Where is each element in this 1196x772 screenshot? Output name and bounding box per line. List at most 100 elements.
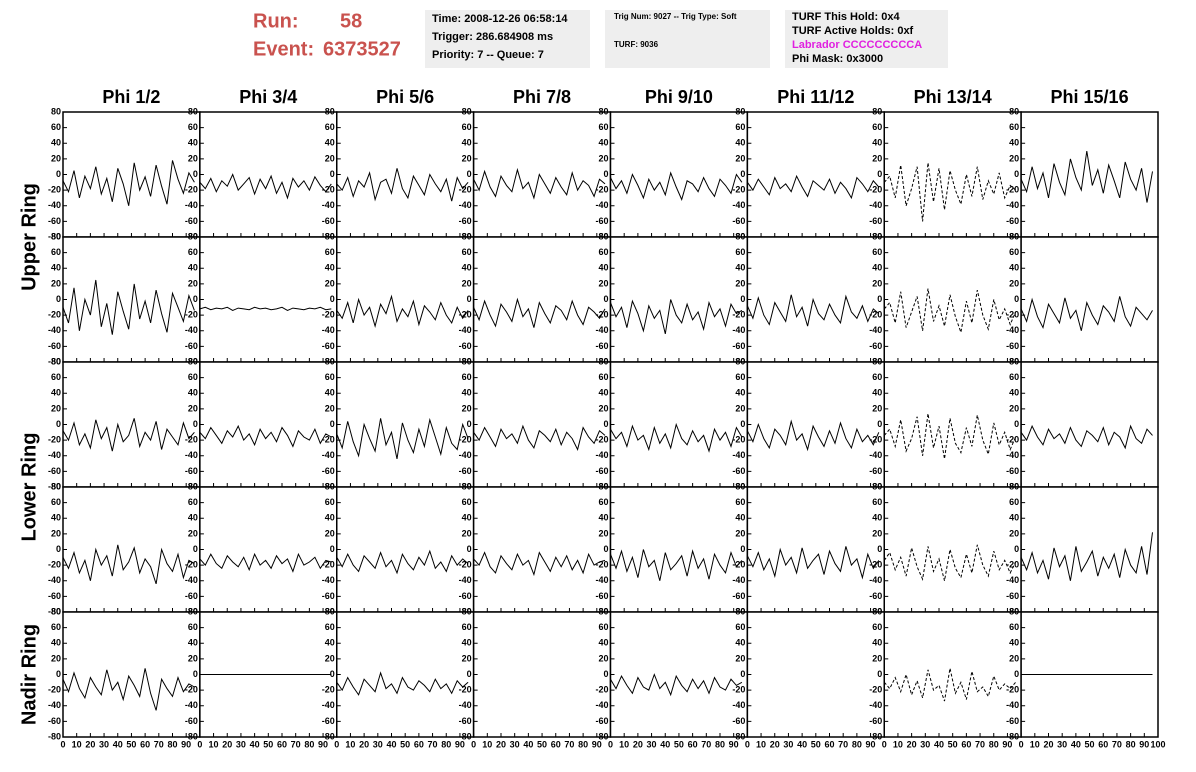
y-tick-label: -40 <box>869 200 882 210</box>
x-tick-label: 30 <box>99 739 109 749</box>
y-tick-label: -60 <box>48 216 61 226</box>
x-tick-label: 10 <box>893 739 903 749</box>
y-tick-label: -20 <box>595 310 608 320</box>
waveform <box>473 424 606 451</box>
y-tick-label: 20 <box>325 153 335 163</box>
panel-frame <box>336 361 475 488</box>
y-tick-label: 20 <box>188 278 198 288</box>
y-tick-label: 40 <box>188 513 198 523</box>
y-tick-label: 60 <box>188 497 198 507</box>
y-tick-label: 20 <box>325 403 335 413</box>
panel-frame <box>609 236 749 363</box>
x-tick-label: 50 <box>400 739 410 749</box>
panel-frame <box>472 486 612 613</box>
y-tick-label: -20 <box>48 685 61 695</box>
y-tick-label: 80 <box>735 481 745 491</box>
x-tick-label: 10 <box>482 739 492 749</box>
y-tick-label: -60 <box>869 716 882 726</box>
panel-frame <box>1020 111 1159 238</box>
y-tick-label: -80 <box>185 731 198 741</box>
y-tick-label: 80 <box>325 356 335 366</box>
y-tick-label: -60 <box>732 716 745 726</box>
y-tick-label: -20 <box>185 560 198 570</box>
x-tick-label: 90 <box>455 739 465 749</box>
waveform <box>62 279 195 335</box>
run-label: Run: <box>253 10 299 32</box>
y-tick-label: 60 <box>462 497 472 507</box>
y-tick-label: -20 <box>48 310 61 320</box>
y-tick-label: -20 <box>185 685 198 695</box>
x-tick-label: 70 <box>154 739 164 749</box>
x-tick-label: 60 <box>688 739 698 749</box>
y-tick-label: -40 <box>185 325 198 335</box>
x-tick-label: 20 <box>1043 739 1053 749</box>
y-tick-label: -40 <box>869 450 882 460</box>
y-tick-label: 60 <box>598 622 608 632</box>
column-title: Phi 15/16 <box>1051 87 1129 107</box>
waveform <box>746 174 880 200</box>
y-tick-label: 60 <box>188 122 198 132</box>
y-tick-label: 0 <box>1014 544 1019 554</box>
x-tick-label: 30 <box>236 739 246 749</box>
y-tick-label: 40 <box>735 263 745 273</box>
y-tick-label: -60 <box>48 466 61 476</box>
y-tick-label: 0 <box>740 419 745 429</box>
y-tick-label: -40 <box>185 200 198 210</box>
y-tick-label: 60 <box>325 372 335 382</box>
y-tick-label: 60 <box>735 372 745 382</box>
y-tick-label: -60 <box>595 341 608 351</box>
y-tick-label: 80 <box>325 106 335 116</box>
y-tick-label: 40 <box>872 138 882 148</box>
y-tick-label: -60 <box>869 341 882 351</box>
y-tick-label: 60 <box>462 622 472 632</box>
x-tick-label: 0 <box>882 739 887 749</box>
x-tick-label: 40 <box>934 739 944 749</box>
row-label: Nadir Ring <box>18 624 40 725</box>
waveform <box>610 422 743 453</box>
column-title: Phi 5/6 <box>376 87 434 107</box>
x-tick-label: 90 <box>866 739 876 749</box>
y-tick-label: -20 <box>732 560 745 570</box>
y-tick-label: -80 <box>595 731 608 741</box>
x-tick-label: 50 <box>948 739 958 749</box>
x-tick-label: 90 <box>729 739 739 749</box>
y-tick-label: 0 <box>56 544 61 554</box>
y-tick-label: 0 <box>467 169 472 179</box>
y-tick-label: -40 <box>48 700 61 710</box>
y-tick-label: 40 <box>188 388 198 398</box>
y-tick-label: 20 <box>462 153 472 163</box>
y-tick-label: -40 <box>1006 200 1019 210</box>
y-tick-label: -20 <box>869 185 882 195</box>
y-tick-label: -20 <box>732 685 745 695</box>
y-tick-label: 80 <box>51 481 61 491</box>
waveform <box>610 171 743 201</box>
y-tick-label: 0 <box>877 169 882 179</box>
x-tick-label: 30 <box>373 739 383 749</box>
y-tick-label: 40 <box>462 638 472 648</box>
x-tick-label: 30 <box>920 739 930 749</box>
y-tick-label: 20 <box>735 528 745 538</box>
y-tick-label: 20 <box>1009 403 1019 413</box>
x-tick-label: 90 <box>181 739 191 749</box>
y-tick-label: 40 <box>462 388 472 398</box>
y-tick-label: 20 <box>188 528 198 538</box>
y-tick-label: -20 <box>322 185 335 195</box>
y-tick-label: 40 <box>1009 638 1019 648</box>
x-tick-label: 30 <box>510 739 520 749</box>
y-tick-label: 40 <box>735 638 745 648</box>
y-tick-label: 40 <box>51 638 61 648</box>
y-tick-label: 40 <box>462 263 472 273</box>
y-tick-label: -40 <box>322 450 335 460</box>
y-tick-label: -40 <box>1006 700 1019 710</box>
y-tick-label: 60 <box>872 122 882 132</box>
y-tick-label: 60 <box>462 372 472 382</box>
y-tick-label: -60 <box>732 216 745 226</box>
row-label: Upper Ring <box>18 183 40 291</box>
y-tick-label: 40 <box>1009 263 1019 273</box>
y-tick-label: -20 <box>322 435 335 445</box>
y-tick-label: 60 <box>188 247 198 257</box>
y-tick-label: -40 <box>869 325 882 335</box>
panel-frame <box>336 111 475 238</box>
y-tick-label: 20 <box>1009 528 1019 538</box>
x-tick-label: 100 <box>1150 739 1165 749</box>
